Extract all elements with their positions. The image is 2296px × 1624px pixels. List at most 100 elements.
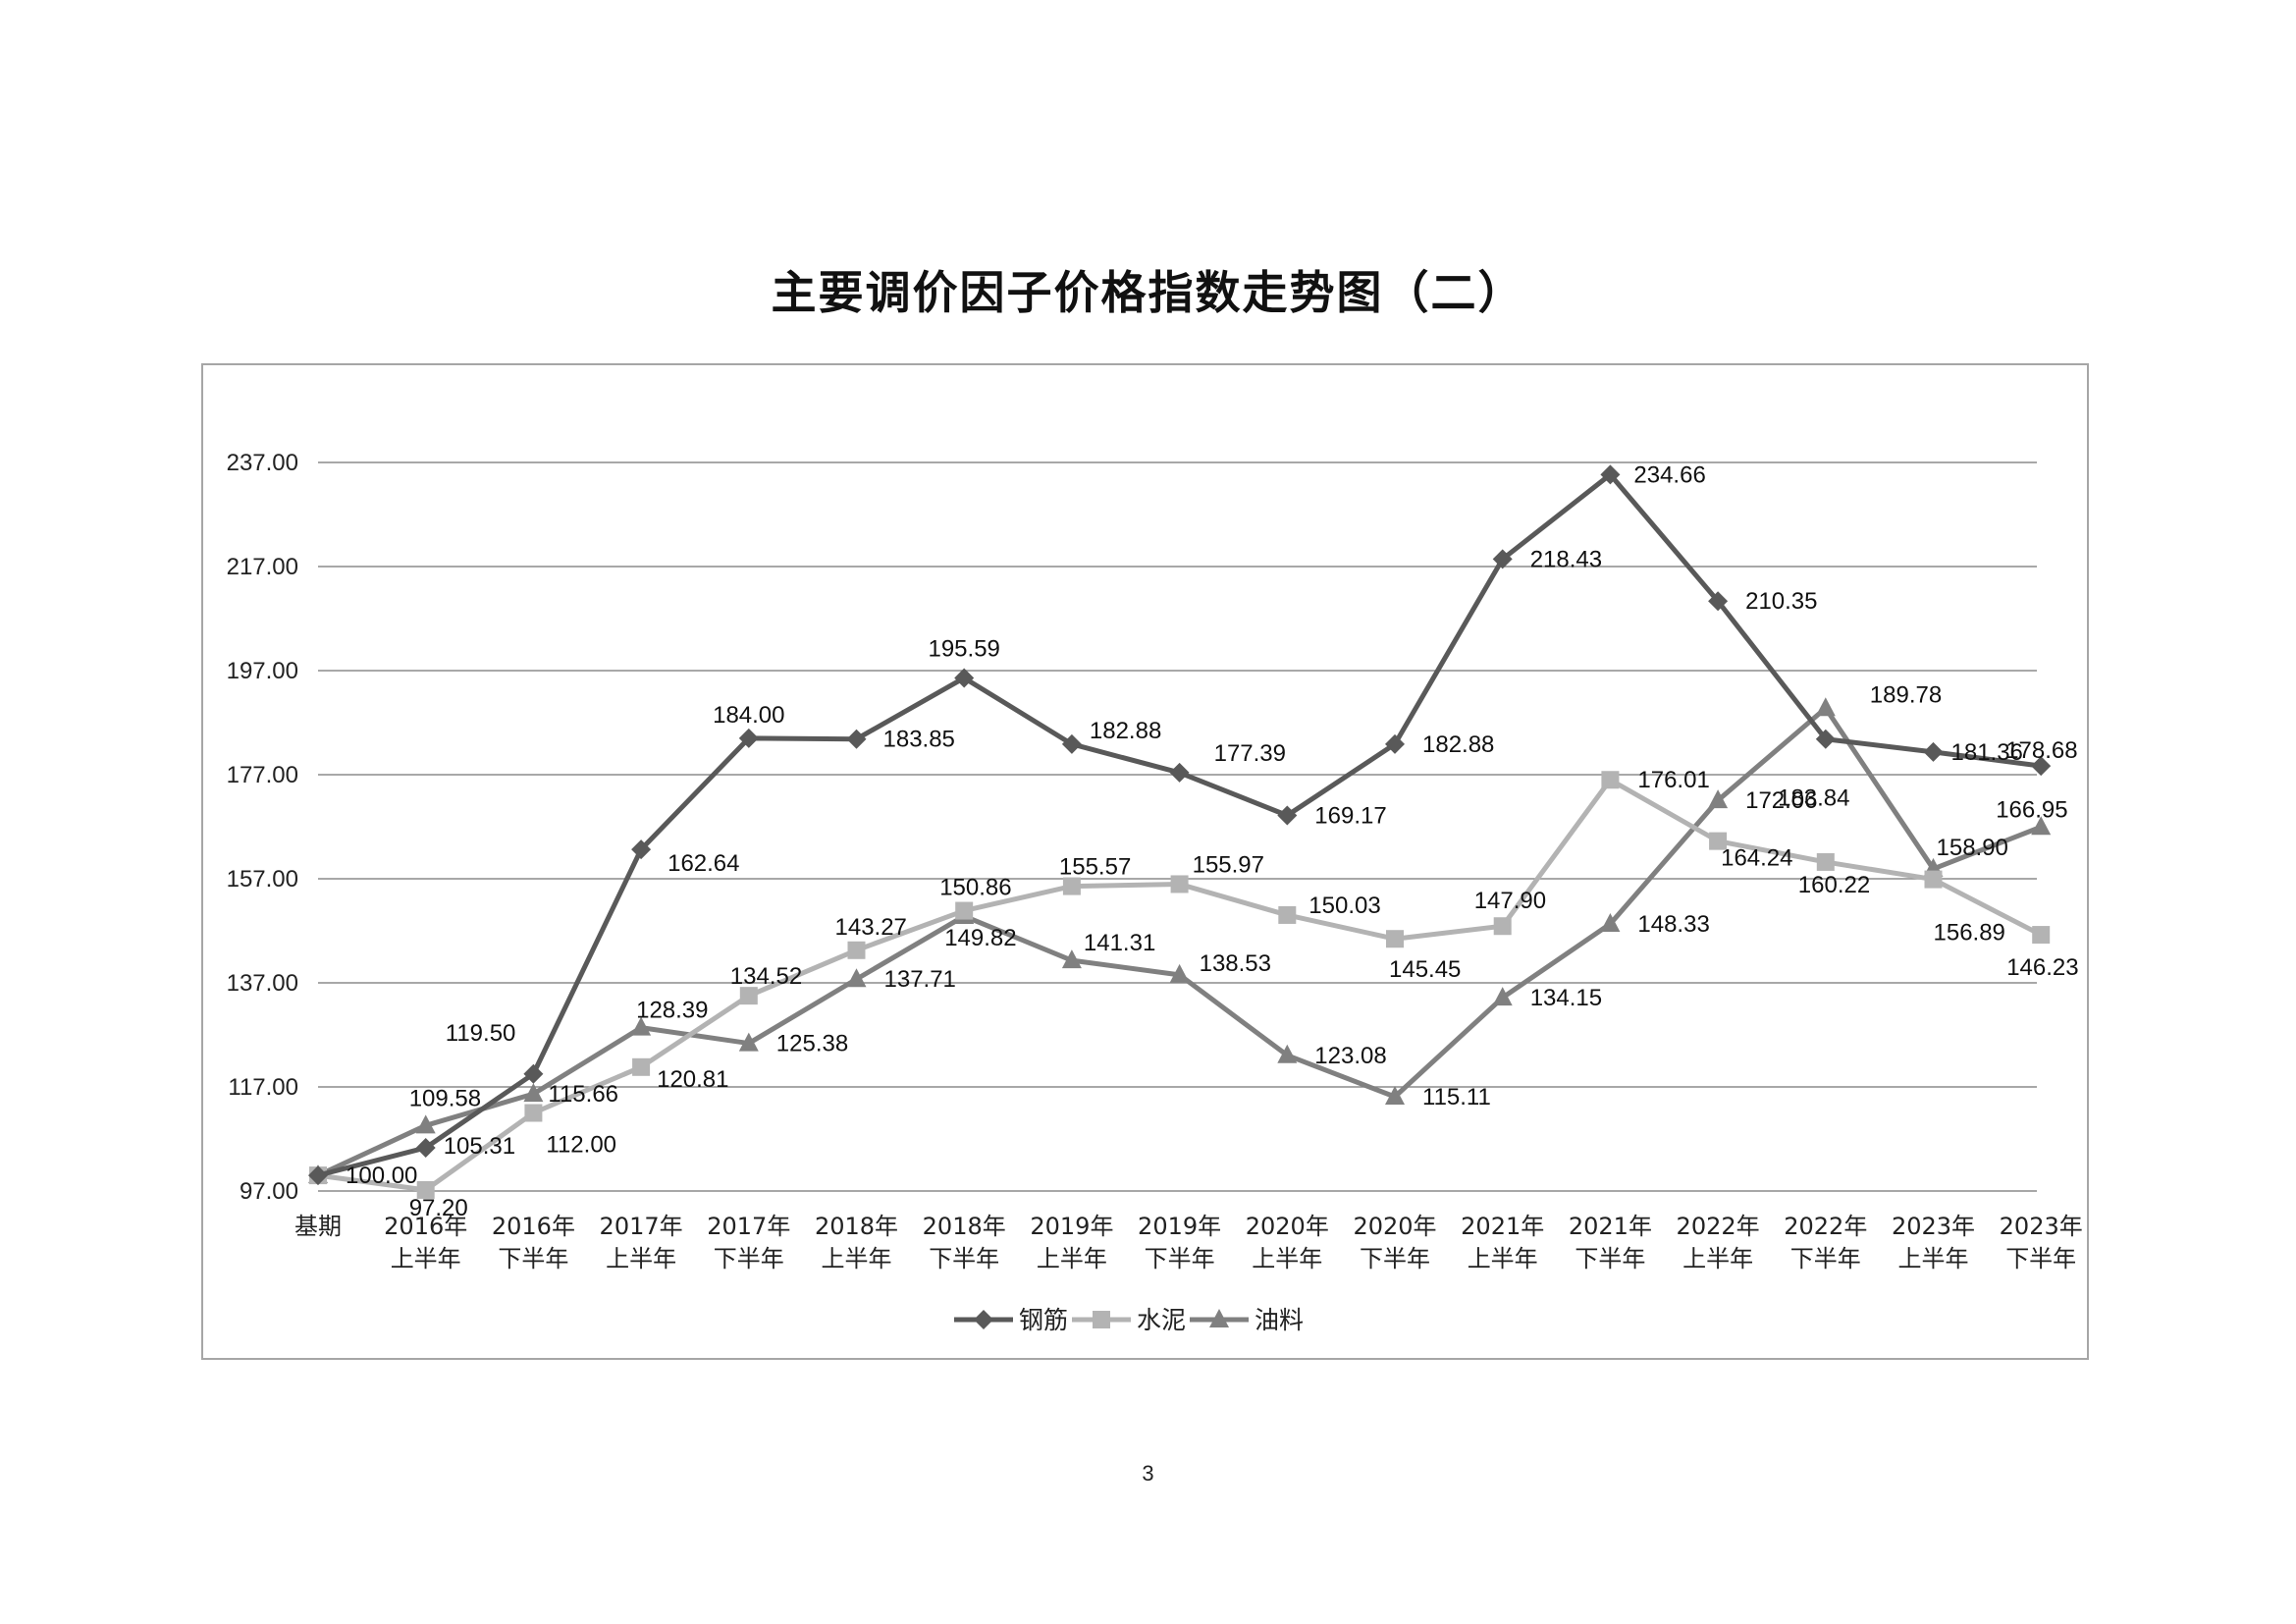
x-category-label: 2018年 [923,1213,1006,1240]
data-point [955,901,974,920]
data-point [308,1165,328,1186]
line-chart: 97.00 117.00 137.00 157.00 177.00 197.00 217.0… [227,450,2083,1334]
x-category-label: 2023年 [1892,1213,1975,1240]
data-label: 218.43 [1530,546,1602,572]
data-label: 149.82 [944,925,1016,951]
data-label: 112.00 [546,1132,616,1159]
data-point [1815,697,1836,717]
data-label: 115.11 [1422,1084,1491,1110]
data-point [1277,1044,1298,1063]
x-category-label: 上半年 [1037,1245,1107,1272]
data-label: 166.95 [1996,796,2067,823]
y-tick-label: 237.00 [227,450,298,476]
y-tick-label: 117.00 [228,1074,298,1101]
data-point [1709,832,1728,850]
x-category-label: 2021年 [1461,1213,1544,1240]
y-tick-label: 137.00 [227,970,298,997]
data-point [415,1114,436,1134]
data-label: 172.06 [1745,787,1817,814]
chart-area: 97.00 117.00 137.00 157.00 177.00 197.00 217.0… [201,363,2089,1360]
data-label: 182.88 [1422,731,1494,758]
data-point [1169,762,1190,783]
data-point [1170,875,1189,893]
data-label: 109.58 [409,1085,481,1111]
data-point [1601,771,1620,789]
x-category-label: 2021年 [1569,1213,1652,1240]
data-point [2032,926,2051,945]
data-point [1278,905,1297,924]
data-label: 134.52 [730,963,802,990]
data-point [1708,789,1729,809]
x-category-label: 下半年 [714,1245,784,1272]
data-label: 178.68 [2005,737,2077,764]
legend-marker [1093,1311,1110,1328]
data-label: 195.59 [928,635,999,662]
data-label: 162.64 [667,850,739,877]
data-label: 156.89 [1934,920,2005,947]
x-category-label: 上半年 [606,1245,676,1272]
data-point [523,1083,544,1103]
data-label: 184.00 [713,702,784,729]
data-point [847,941,866,959]
data-point [738,1032,759,1052]
data-point [631,839,652,860]
data-label: 141.31 [1084,930,1155,956]
x-category-label: 下半年 [1575,1245,1645,1272]
page-number: 3 [1142,1461,1154,1486]
data-label: 164.24 [1721,845,1792,872]
data-label: 160.22 [1798,872,1870,898]
data-point [1492,549,1513,569]
data-point [846,968,867,988]
chart-title: 主要调价因子价格指数走势图（二） [771,266,1525,319]
data-point [846,729,867,749]
x-category-label: 上半年 [1468,1245,1538,1272]
legend-marker [1209,1309,1229,1327]
data-point [954,668,975,688]
data-point [1708,591,1729,612]
data-point [1600,912,1621,932]
data-label: 105.31 [444,1133,515,1160]
data-label: 97.20 [409,1195,468,1221]
data-label: 138.53 [1200,950,1271,977]
data-point [1923,741,1944,762]
x-category-label: 上半年 [1252,1245,1322,1272]
x-category-label: 2016年 [384,1213,467,1240]
data-label: 210.35 [1745,588,1817,615]
data-label: 128.39 [636,998,708,1024]
data-point [1816,852,1835,871]
x-category-label: 2020年 [1246,1213,1329,1240]
legend-label: 钢筋 [1019,1306,1068,1334]
data-point [2031,756,2052,777]
data-label: 234.66 [1633,461,1705,488]
x-category-label: 上半年 [822,1245,892,1272]
x-category-label: 2019年 [1138,1213,1221,1240]
data-point [738,728,759,748]
data-label: 155.97 [1193,851,1264,878]
data-label: 155.57 [1059,854,1131,881]
data-point [1386,930,1404,948]
x-category-label: 上半年 [1898,1245,1969,1272]
data-point [739,987,758,1005]
data-label: 148.33 [1637,911,1709,938]
data-label: 100.00 [346,1163,417,1189]
data-point [524,1104,543,1122]
data-label: 183.84 [1778,785,1849,812]
x-category-label: 下半年 [1360,1245,1430,1272]
x-category-label: 下半年 [1790,1245,1861,1272]
x-category-label: 上半年 [391,1245,461,1272]
x-category-label: 基期 [294,1213,342,1240]
data-label: 119.50 [446,1020,516,1047]
data-label: 134.15 [1530,985,1602,1011]
data-point [1385,1086,1405,1106]
data-label: 145.45 [1389,956,1461,983]
x-category-label: 2019年 [1030,1213,1113,1240]
x-category-label: 上半年 [1682,1245,1753,1272]
data-point [1061,949,1082,969]
data-point [415,1137,436,1158]
data-label: 158.90 [1937,835,2008,861]
y-tick-label: 97.00 [240,1178,298,1205]
data-point [1061,733,1082,754]
x-category-label: 2022年 [1677,1213,1760,1240]
data-label: 143.27 [835,914,907,941]
x-category-label: 下半年 [498,1245,568,1272]
